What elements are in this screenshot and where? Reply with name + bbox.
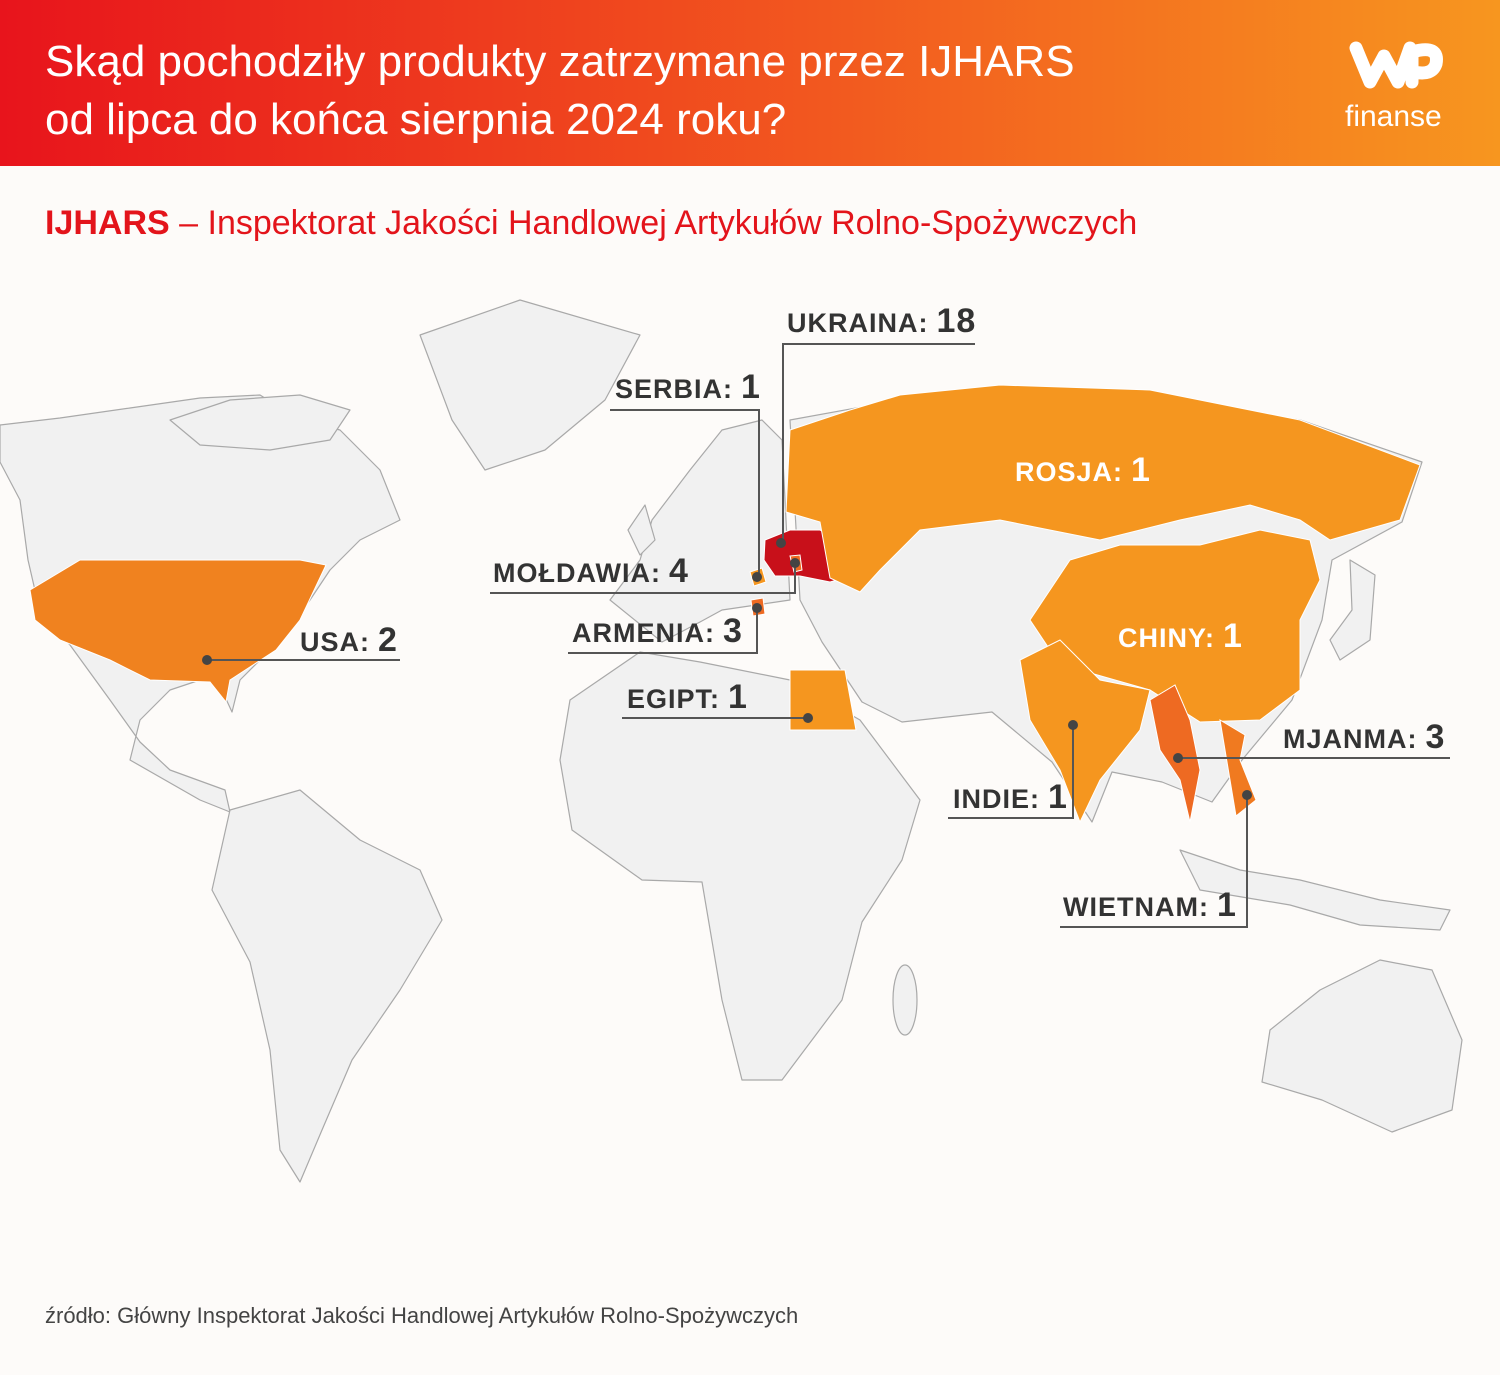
land xyxy=(419,299,641,471)
leader-dot xyxy=(1242,790,1252,800)
source: źródło: Główny Inspektorat Jakości Handl… xyxy=(45,1303,798,1328)
leader-line xyxy=(948,725,1074,819)
subtitle-text: – Inspektorat Jakości Handlowej Artykułó… xyxy=(179,204,1137,242)
land xyxy=(1329,559,1376,661)
country-value: 1 xyxy=(1131,451,1151,489)
country-value: 1 xyxy=(741,368,761,406)
country xyxy=(1149,684,1201,823)
land xyxy=(627,504,656,556)
leader-dot xyxy=(752,603,762,613)
country-label: USA: 2 xyxy=(300,621,398,659)
land xyxy=(1261,959,1463,1133)
country-label: CHINY: 1 xyxy=(1118,617,1243,655)
leader-line xyxy=(782,343,975,543)
country-value: 3 xyxy=(1426,718,1446,756)
country-label: SERBIA: 1 xyxy=(615,368,761,406)
country-value: 1 xyxy=(1048,778,1068,816)
country-value: 2 xyxy=(378,621,398,659)
leader-dot xyxy=(803,713,813,723)
leader-dot xyxy=(1068,720,1078,730)
land xyxy=(559,651,921,1081)
country xyxy=(785,384,1421,593)
country-value: 1 xyxy=(1223,617,1243,655)
country-label: MOŁDAWIA: 4 xyxy=(493,552,689,590)
logo-w xyxy=(1349,41,1417,89)
country-label: UKRAINA: 18 xyxy=(787,302,976,340)
country-name: MOŁDAWIA: xyxy=(493,558,661,588)
country-name: SERBIA: xyxy=(615,374,733,404)
country-label: ROSJA: 1 xyxy=(1015,451,1151,489)
country xyxy=(1019,639,1151,824)
country-name: CHINY: xyxy=(1118,623,1215,653)
header-bar xyxy=(0,0,1500,166)
leader-dot xyxy=(790,558,800,568)
country-name: ARMENIA: xyxy=(572,618,715,648)
title-line: od lipca do końca sierpnia 2024 roku? xyxy=(45,95,786,144)
country-label: WIETNAM: 1 xyxy=(1063,886,1237,924)
country xyxy=(789,669,857,731)
land xyxy=(169,394,351,451)
subtitle: IJHARS – Inspektorat Jakości Handlowej A… xyxy=(45,204,1137,242)
leader-dot xyxy=(1173,753,1183,763)
leader-line xyxy=(610,409,760,577)
leader-dot xyxy=(776,538,786,548)
land xyxy=(892,964,918,1036)
country-label: MJANMA: 3 xyxy=(1283,718,1445,756)
logo xyxy=(1349,41,1443,89)
country-name: WIETNAM: xyxy=(1063,892,1209,922)
country-value: 4 xyxy=(669,552,689,590)
country-value: 18 xyxy=(936,302,976,340)
country-name: USA: xyxy=(300,627,370,657)
subtitle-abbr: IJHARS xyxy=(45,204,170,242)
leader-line xyxy=(1060,795,1248,928)
country-label: ARMENIA: 3 xyxy=(572,612,743,650)
logo-text: finanse xyxy=(1345,100,1442,133)
country-name: UKRAINA: xyxy=(787,308,928,338)
land xyxy=(1179,849,1451,931)
land xyxy=(211,789,443,1183)
country-value: 3 xyxy=(723,612,743,650)
labels: UKRAINA: 18 SERBIA: 1 MOŁDAWIA: 4 ARMENIA: 3 USA… xyxy=(202,302,1450,928)
leader-line xyxy=(490,563,796,594)
country-name: ROSJA: xyxy=(1015,457,1123,487)
country-label: EGIPT: 1 xyxy=(627,678,748,716)
leader-dot xyxy=(752,572,762,582)
country-name: EGIPT: xyxy=(627,684,720,714)
highlighted-countries xyxy=(29,384,1421,824)
country-name: MJANMA: xyxy=(1283,724,1418,754)
country-name: INDIE: xyxy=(953,784,1040,814)
country-label: INDIE: 1 xyxy=(953,778,1068,816)
country xyxy=(1029,529,1321,723)
logo-p xyxy=(1405,43,1443,89)
title-line: Skąd pochodziły produkty zatrzymane prze… xyxy=(45,37,1075,86)
country-value: 1 xyxy=(1217,886,1237,924)
country-value: 1 xyxy=(728,678,748,716)
leader-dot xyxy=(202,655,212,665)
country xyxy=(29,559,327,704)
leader-line xyxy=(568,608,758,654)
